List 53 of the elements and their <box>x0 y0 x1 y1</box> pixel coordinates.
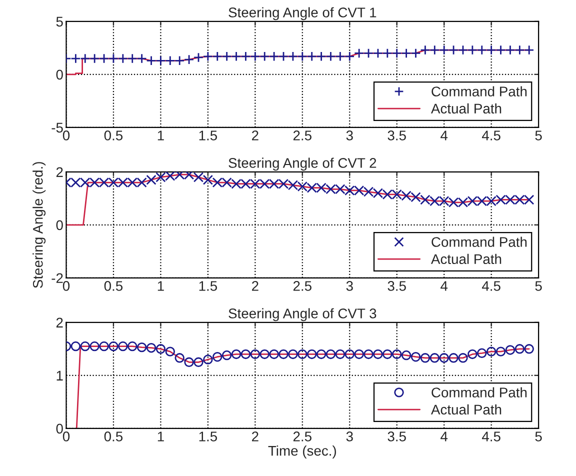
x-tick-label: 3 <box>346 432 353 442</box>
x-tick-label: 5 <box>535 432 542 442</box>
x-tick-label: 2 <box>252 281 258 291</box>
x-tick-label: 3.5 <box>388 432 406 442</box>
x-tick-label: 0 <box>62 281 70 291</box>
x-tick-label: 3 <box>346 281 353 291</box>
y-tick-label: 2 <box>56 318 63 328</box>
x-tick-label: 2.5 <box>293 130 312 140</box>
x-tick-label: 3 <box>346 130 353 140</box>
legend-label: Actual Path <box>430 254 502 264</box>
x-axis-title: Time (sec.) <box>268 446 336 458</box>
x-tick-label: 5 <box>535 281 542 291</box>
x-tick-label: 3.5 <box>388 130 406 140</box>
y-axis-title: Steering Angle (red.) <box>32 162 46 288</box>
x-tick-label: 2.5 <box>293 281 312 291</box>
x-tick-label: 1.5 <box>199 432 218 442</box>
x-tick-label: 1 <box>158 281 164 291</box>
y-tick-label: -2 <box>52 273 63 283</box>
y-tick-label: 1 <box>56 370 63 380</box>
chart-title: Steering Angle of CVT 3 <box>228 308 376 322</box>
x-tick-label: 3.5 <box>388 281 406 291</box>
x-tick-label: 0 <box>62 130 70 140</box>
x-tick-label: 2 <box>252 432 258 442</box>
x-tick-label: 5 <box>535 130 542 140</box>
x-tick-label: 4.5 <box>482 130 500 140</box>
x-tick-label: 1 <box>158 130 164 140</box>
legend-label: Command Path <box>432 86 527 96</box>
x-tick-label: 1 <box>158 432 164 442</box>
x-tick-label: 2 <box>252 130 258 140</box>
y-tick-label: 0 <box>56 220 63 230</box>
x-tick-label: 0.5 <box>104 130 123 140</box>
chart-title: Steering Angle of CVT 2 <box>228 158 376 171</box>
y-tick-label: 0 <box>56 70 63 80</box>
x-tick-label: 4 <box>440 281 448 291</box>
x-tick-label: 2.5 <box>293 432 312 442</box>
legend-label: Command Path <box>432 236 527 247</box>
legend-label: Command Path <box>432 387 527 398</box>
chart-title: Steering Angle of CVT 1 <box>228 7 376 20</box>
y-tick-label: 2 <box>56 167 63 177</box>
legend-label: Actual Path <box>430 103 502 114</box>
y-tick-label: 0 <box>56 424 63 434</box>
legend-label: Actual Path <box>430 404 502 415</box>
y-tick-label: -5 <box>52 122 63 133</box>
y-tick-label: 5 <box>56 16 63 27</box>
x-tick-label: 0.5 <box>104 432 123 442</box>
x-tick-label: 1.5 <box>199 130 218 140</box>
x-tick-label: 0 <box>62 432 70 442</box>
x-tick-label: 0.5 <box>104 281 123 291</box>
x-tick-label: 4 <box>440 432 448 442</box>
x-tick-label: 4.5 <box>482 281 500 291</box>
x-tick-label: 4 <box>440 130 448 140</box>
x-tick-label: 4.5 <box>482 432 500 442</box>
x-tick-label: 1.5 <box>199 281 218 291</box>
